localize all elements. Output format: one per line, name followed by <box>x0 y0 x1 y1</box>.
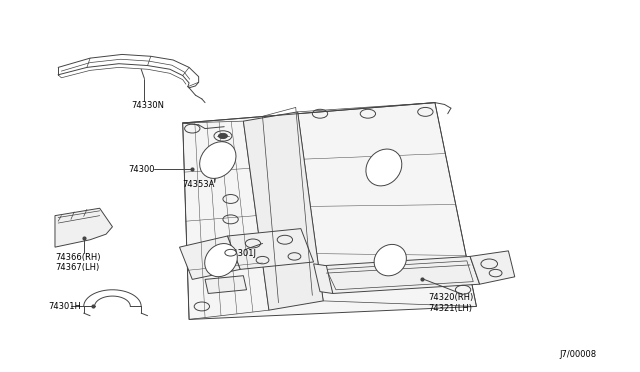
Polygon shape <box>314 264 333 294</box>
Ellipse shape <box>200 142 236 179</box>
Polygon shape <box>55 208 113 247</box>
Text: 74300: 74300 <box>129 165 155 174</box>
Ellipse shape <box>374 244 406 276</box>
Text: J7/00008: J7/00008 <box>559 350 596 359</box>
Polygon shape <box>323 256 479 294</box>
Polygon shape <box>179 236 240 279</box>
Ellipse shape <box>366 149 402 186</box>
Text: 74301H: 74301H <box>49 302 81 311</box>
Text: 74330N: 74330N <box>132 101 164 110</box>
Polygon shape <box>182 103 476 320</box>
Ellipse shape <box>205 244 237 277</box>
Polygon shape <box>470 251 515 284</box>
Circle shape <box>218 134 227 138</box>
Text: 74353A: 74353A <box>182 180 215 189</box>
Text: 74320(RH)
74321(LH): 74320(RH) 74321(LH) <box>429 294 474 313</box>
Polygon shape <box>205 276 246 294</box>
Polygon shape <box>243 112 323 310</box>
Text: 74366(RH)
74367(LH): 74366(RH) 74367(LH) <box>55 253 100 272</box>
Polygon shape <box>227 229 314 269</box>
Text: 74301J: 74301J <box>227 249 257 258</box>
